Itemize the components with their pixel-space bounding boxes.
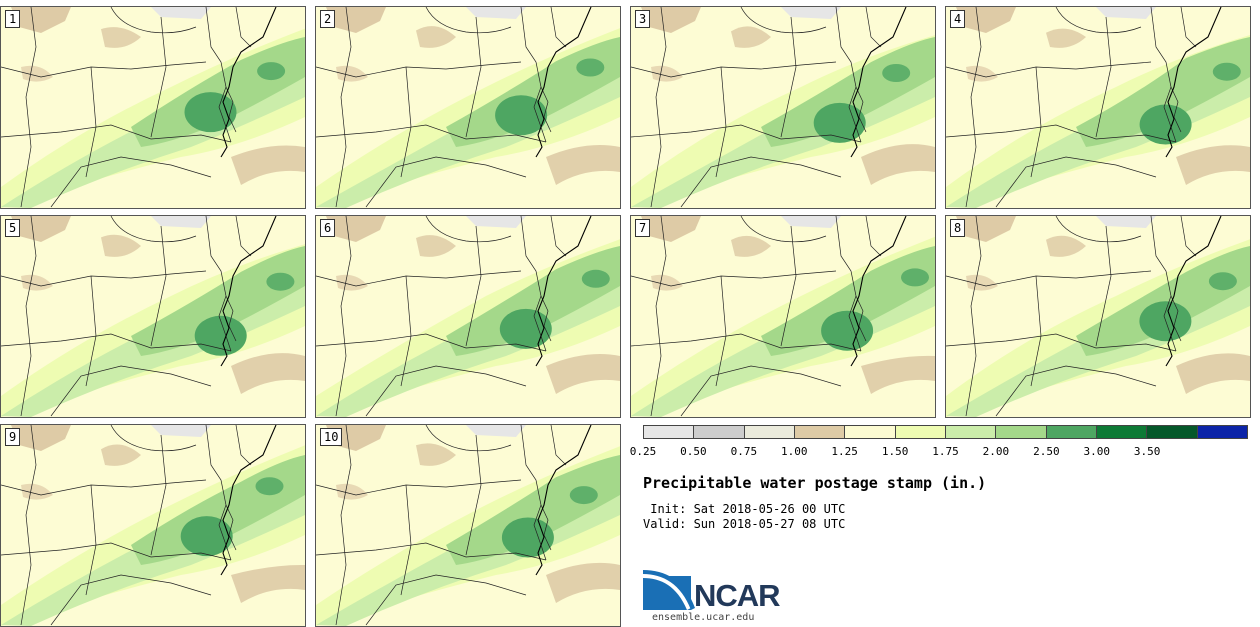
colorbar-swatch [845, 426, 896, 438]
valid-time: Valid: Sun 2018-05-27 08 UTC [643, 517, 846, 531]
ensemble-member-panel: 4 [945, 6, 1251, 209]
colorbar-swatch [744, 426, 795, 438]
logo-url: ensemble.ucar.edu [652, 612, 755, 623]
colorbar-swatch [1046, 426, 1097, 438]
colorbar-swatch [1096, 426, 1148, 438]
colorbar-swatch [794, 426, 846, 438]
ensemble-member-panel: 2 [315, 6, 621, 209]
plot-title: Precipitable water postage stamp (in.) [643, 474, 987, 492]
member-label: 8 [950, 219, 966, 237]
colorbar-tick-label: 1.75 [932, 445, 959, 458]
ensemble-member-panel: 1 [0, 6, 306, 209]
colorbar-swatch [644, 426, 695, 438]
pw-map [946, 7, 1250, 208]
pw-map [316, 425, 620, 626]
colorbar-tick-label: 1.25 [831, 445, 858, 458]
colorbar-tick-label: 0.75 [730, 445, 758, 458]
member-label: 10 [320, 428, 343, 446]
colorbar-swatch [945, 426, 997, 438]
colorbar-swatch [694, 426, 745, 438]
member-label: 4 [950, 10, 966, 28]
member-label: 7 [635, 219, 651, 237]
colorbar-tick-label: 0.50 [680, 445, 707, 458]
pw-map [1, 7, 305, 208]
colorbar-tick-label: 2.00 [982, 445, 1010, 458]
ensemble-member-panel: 6 [315, 215, 621, 418]
colorbar-ticks: 0.25 0.50 0.75 1.00 1.25 1.50 1.75 2.00 2.50 3.00… [630, 445, 1248, 459]
init-time: Init: Sat 2018-05-26 00 UTC [643, 502, 846, 516]
pw-map [631, 216, 935, 417]
colorbar-tick-label: 1.00 [781, 445, 808, 458]
colorbar-swatch [1147, 426, 1198, 438]
pw-map [316, 7, 620, 208]
logo-text: NCAR [694, 578, 781, 613]
colorbar-swatch [1197, 426, 1247, 438]
colorbar [643, 425, 1248, 439]
colorbar-tick-label: 3.50 [1133, 445, 1161, 458]
member-label: 1 [5, 10, 21, 28]
member-label: 2 [320, 10, 336, 28]
colorbar-swatch [996, 426, 1047, 438]
ncar-logo-icon [643, 570, 695, 610]
pw-map [316, 216, 620, 417]
pw-map [631, 7, 935, 208]
colorbar-swatch [895, 426, 946, 438]
colorbar-tick-label: 2.50 [1033, 445, 1060, 458]
ensemble-member-panel: 7 [630, 215, 936, 418]
member-label: 5 [5, 219, 21, 237]
ensemble-member-panel: 10 [315, 424, 621, 627]
ensemble-member-panel: 3 [630, 6, 936, 209]
colorbar-tick-label: 1.50 [881, 445, 909, 458]
pw-map [946, 216, 1250, 417]
ensemble-member-panel: 9 [0, 424, 306, 627]
ensemble-member-panel: 8 [945, 215, 1251, 418]
colorbar-tick-label: 3.00 [1083, 445, 1111, 458]
pw-map [1, 425, 305, 626]
colorbar-tick-label: 0.25 [629, 445, 657, 458]
pw-map [1, 216, 305, 417]
member-label: 3 [635, 10, 651, 28]
member-label: 6 [320, 219, 336, 237]
member-label: 9 [5, 428, 21, 446]
ensemble-member-panel: 5 [0, 215, 306, 418]
